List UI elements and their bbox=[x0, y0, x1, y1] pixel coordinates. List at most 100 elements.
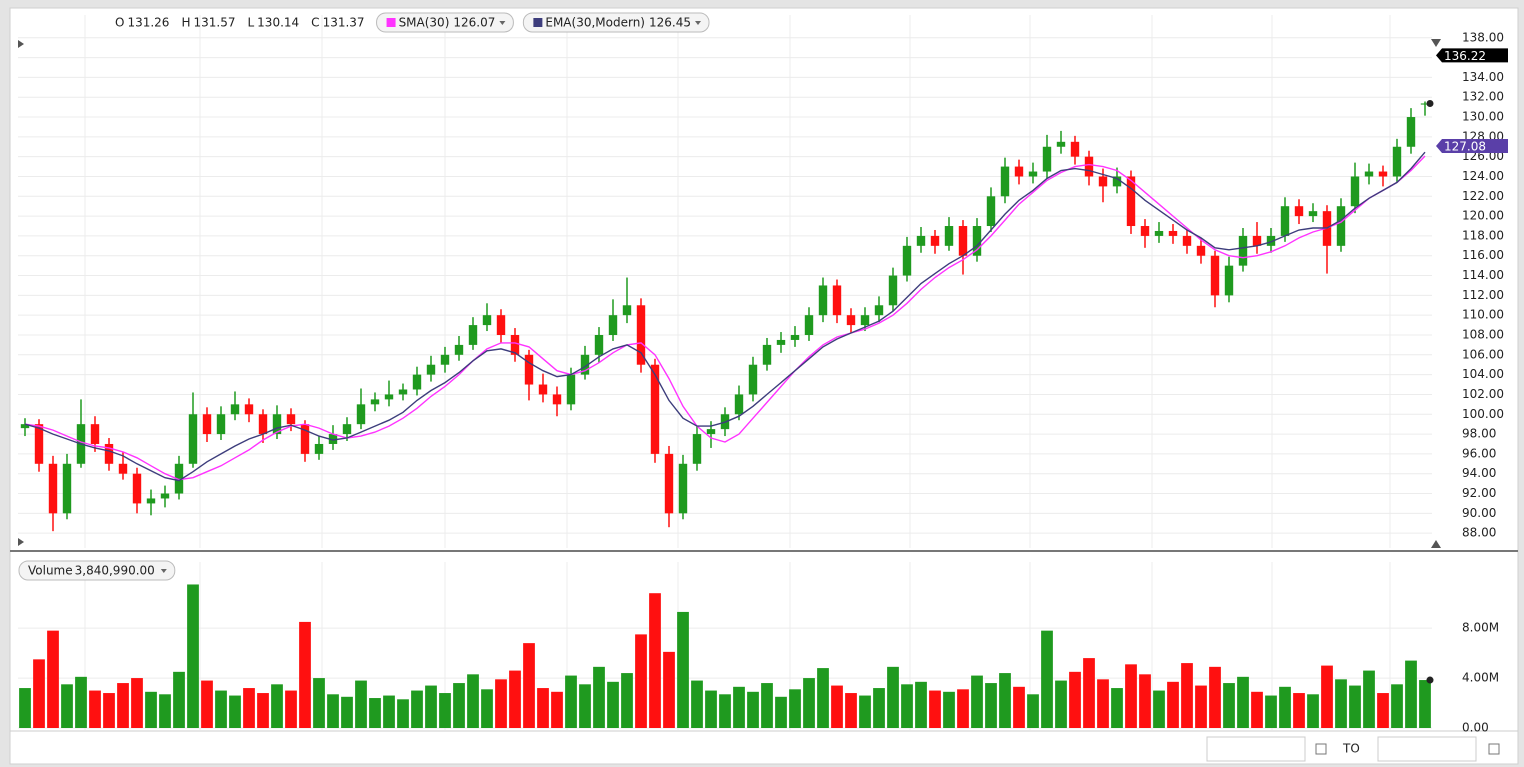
candle-body bbox=[1070, 141, 1080, 157]
ohlc-value: 131.57 bbox=[193, 16, 235, 30]
volume-bar bbox=[1027, 694, 1039, 728]
volume-bar bbox=[593, 666, 605, 728]
volume-bar bbox=[957, 689, 969, 728]
volume-bar bbox=[33, 659, 45, 728]
candle-body bbox=[860, 315, 870, 326]
legend-name: EMA(30,Modern) bbox=[545, 16, 645, 30]
candle-body bbox=[510, 334, 520, 355]
y-tick-label: 94.00 bbox=[1462, 466, 1496, 480]
candle-body bbox=[1406, 117, 1416, 147]
volume-bar bbox=[579, 684, 591, 728]
y-tick-label: 118.00 bbox=[1462, 228, 1504, 242]
volume-bar bbox=[873, 688, 885, 728]
legend-dropdown bbox=[160, 569, 167, 573]
candle-body bbox=[20, 424, 30, 429]
volume-bar bbox=[1097, 679, 1109, 728]
to-input[interactable] bbox=[1377, 736, 1477, 762]
volume-bar bbox=[607, 681, 619, 728]
volume-bar bbox=[859, 695, 871, 728]
candle-body bbox=[636, 305, 646, 365]
volume-bar bbox=[1195, 685, 1207, 728]
volume-bar bbox=[1265, 695, 1277, 728]
volume-bar bbox=[971, 675, 983, 728]
volume-bar bbox=[411, 690, 423, 728]
candle-body bbox=[916, 235, 926, 246]
candle-body bbox=[146, 498, 156, 504]
date-grid bbox=[84, 15, 1391, 730]
candle-body bbox=[776, 339, 786, 345]
volume-bar bbox=[1209, 666, 1221, 728]
candle-body bbox=[384, 394, 394, 400]
volume-bar bbox=[47, 630, 59, 728]
y-tick-label: 90.00 bbox=[1462, 506, 1496, 520]
candle-body bbox=[608, 315, 618, 335]
volume-bar bbox=[481, 689, 493, 728]
candle-body bbox=[1182, 235, 1192, 246]
candle-body bbox=[426, 364, 436, 375]
candle-body bbox=[356, 404, 366, 425]
candle-body bbox=[650, 364, 660, 454]
volume-bar bbox=[901, 684, 913, 728]
candle-body bbox=[132, 473, 142, 504]
candle-body bbox=[1224, 265, 1234, 296]
candle-body bbox=[790, 334, 800, 340]
price-badge-label: 127.08 bbox=[1444, 139, 1486, 153]
volume-bar bbox=[285, 690, 297, 728]
volume-bar bbox=[159, 694, 171, 728]
candle-body bbox=[202, 414, 212, 435]
legend-value: 126.07 bbox=[453, 16, 495, 30]
y-tick-label: 88.00 bbox=[1462, 526, 1496, 540]
volume-bar bbox=[1405, 660, 1417, 728]
volume-bar bbox=[943, 691, 955, 728]
volume-bar bbox=[733, 686, 745, 728]
volume-bar bbox=[551, 691, 563, 728]
volume-bar bbox=[677, 611, 689, 728]
candle-body bbox=[692, 434, 702, 464]
volume-bar bbox=[719, 694, 731, 728]
y-tick-label: 120.00 bbox=[1462, 209, 1504, 223]
candle-body bbox=[370, 399, 380, 405]
indicator-legend[interactable]: SMA(30) 126.07 bbox=[376, 12, 514, 33]
volume-tick-label: 0.00 bbox=[1462, 721, 1489, 735]
volume-bar bbox=[117, 683, 129, 728]
volume-bar bbox=[1223, 683, 1235, 728]
candle-body bbox=[832, 285, 842, 316]
candle-body bbox=[524, 354, 534, 385]
volume-bar bbox=[565, 675, 577, 728]
volume-bar bbox=[1335, 679, 1347, 728]
volume-legend[interactable]: Volume 3,840,990.00 bbox=[18, 560, 176, 581]
candle-body bbox=[804, 315, 814, 335]
volume-bar bbox=[145, 691, 157, 728]
volume-bar bbox=[439, 693, 451, 728]
y-tick-label: 104.00 bbox=[1462, 367, 1504, 381]
candle-body bbox=[1168, 230, 1178, 236]
candle-body bbox=[552, 394, 562, 405]
candle-body bbox=[412, 374, 422, 390]
y-tick-label: 100.00 bbox=[1462, 407, 1504, 421]
candle-body bbox=[272, 414, 282, 435]
ohlc-value: 131.37 bbox=[323, 16, 365, 30]
ohlc-label: C bbox=[311, 16, 319, 30]
y-tick-label: 122.00 bbox=[1462, 189, 1504, 203]
volume-bar bbox=[929, 690, 941, 728]
legend-pill bbox=[18, 560, 176, 581]
y-tick-label: 106.00 bbox=[1462, 347, 1504, 361]
volume-bar bbox=[453, 683, 465, 728]
y-tick-label: 108.00 bbox=[1462, 327, 1504, 341]
volume-bar bbox=[635, 634, 647, 728]
volume-bar bbox=[257, 693, 269, 728]
volume-bar bbox=[691, 680, 703, 728]
from-input[interactable] bbox=[1206, 736, 1306, 762]
calendar-icon[interactable] bbox=[1315, 743, 1327, 755]
volume-bar bbox=[397, 699, 409, 728]
candle-body bbox=[888, 275, 898, 306]
candle-body bbox=[1196, 245, 1206, 256]
calendar-icon[interactable] bbox=[1488, 743, 1500, 755]
y-tick-label: 102.00 bbox=[1462, 387, 1504, 401]
y-tick-label: 130.00 bbox=[1462, 110, 1504, 124]
volume-bar bbox=[1167, 681, 1179, 728]
candle-body bbox=[440, 354, 450, 365]
volume-bar bbox=[1419, 680, 1431, 728]
indicator-legend[interactable]: EMA(30,Modern) 126.45 bbox=[522, 12, 710, 33]
